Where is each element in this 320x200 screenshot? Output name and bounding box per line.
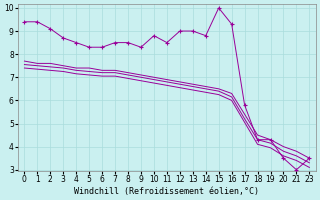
X-axis label: Windchill (Refroidissement éolien,°C): Windchill (Refroidissement éolien,°C)	[74, 187, 260, 196]
